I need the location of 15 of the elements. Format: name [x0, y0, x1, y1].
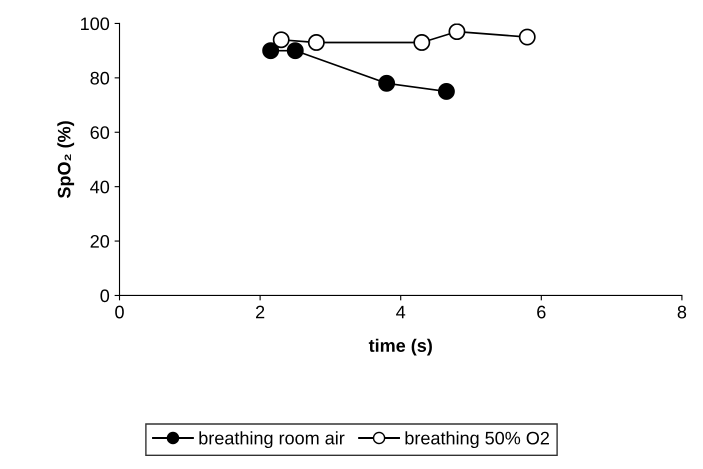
- y-tick-label: 20: [90, 235, 110, 248]
- x-tick-label: 4: [396, 306, 406, 318]
- y-tick-label: 40: [90, 180, 110, 194]
- legend-label: breathing room air: [199, 431, 344, 448]
- y-tick-label: 60: [90, 126, 110, 139]
- x-axis-title: time (s): [368, 338, 432, 356]
- x-tick-label: 0: [115, 306, 124, 318]
- x-tick-label: 6: [537, 306, 546, 318]
- x-tick-label: 8: [678, 306, 686, 318]
- x-tick-label: 2: [256, 306, 264, 318]
- y-tick-label: 80: [90, 72, 110, 85]
- legend-label: breathing 50% O2: [406, 431, 549, 448]
- y-tick-label: 0: [100, 289, 110, 302]
- y-tick-label: 100: [81, 17, 110, 30]
- y-axis-title: SpO₂ (%): [57, 121, 74, 198]
